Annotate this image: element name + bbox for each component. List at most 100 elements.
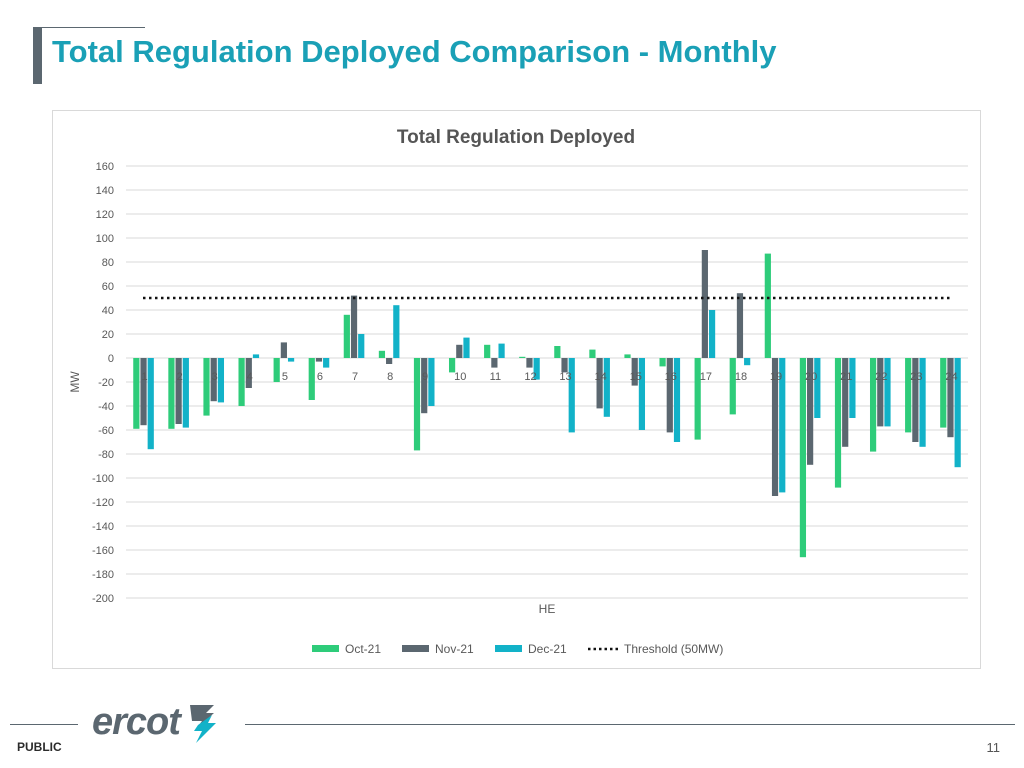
bar-dec-21-he11 bbox=[498, 343, 505, 358]
grid-lines bbox=[126, 165, 968, 599]
page-number: 11 bbox=[986, 740, 1001, 755]
bar-oct-21-he20 bbox=[799, 358, 807, 558]
bar-oct-21-he10 bbox=[448, 358, 456, 373]
y-tick-label: -20 bbox=[98, 377, 114, 389]
regulation-chart: Total Regulation Deployed 16014012010080… bbox=[68, 127, 968, 656]
bar-dec-21-he17 bbox=[708, 310, 716, 358]
x-tick-label: 3 bbox=[212, 371, 218, 383]
public-label: PUBLIC bbox=[17, 740, 62, 754]
bar-oct-21-he24 bbox=[940, 358, 947, 428]
x-axis-label: HE bbox=[539, 602, 556, 616]
bar-oct-21-he2 bbox=[168, 358, 175, 429]
y-tick-label: -80 bbox=[98, 449, 114, 461]
y-tick-label: -180 bbox=[92, 569, 114, 581]
bar-nov-21-he10 bbox=[456, 344, 463, 358]
texas-lightning-icon bbox=[189, 705, 216, 743]
bar-nov-21-he13 bbox=[561, 358, 568, 373]
x-tick-label: 6 bbox=[317, 371, 323, 383]
x-tick-label: 8 bbox=[387, 371, 393, 383]
legend: Oct-21 Nov-21 Dec-21 Threshold (50MW) bbox=[312, 642, 723, 656]
x-tick-label: 7 bbox=[352, 371, 358, 383]
y-tick-label: -200 bbox=[92, 593, 114, 605]
chart-title: Total Regulation Deployed bbox=[397, 127, 635, 148]
bar-dec-21-he5 bbox=[287, 358, 295, 362]
bar-oct-21-he19 bbox=[764, 253, 771, 358]
x-tick-label: 21 bbox=[840, 371, 852, 383]
bar-oct-21-he16 bbox=[659, 358, 666, 367]
footer-divider-right bbox=[245, 724, 1015, 725]
bar-oct-21-he1 bbox=[133, 358, 140, 429]
x-tick-label: 16 bbox=[665, 371, 677, 383]
bar-dec-21-he22 bbox=[884, 358, 891, 427]
title-accent-line bbox=[33, 27, 145, 28]
bar-dec-21-he13 bbox=[568, 358, 575, 433]
bar-nov-21-he2 bbox=[175, 358, 182, 424]
y-tick-label: -120 bbox=[92, 497, 114, 509]
bar-nov-21-he4 bbox=[245, 358, 252, 388]
bar-oct-21-he12 bbox=[519, 356, 526, 358]
x-tick-label: 23 bbox=[910, 371, 922, 383]
legend-swatch bbox=[495, 645, 522, 652]
y-tick-label: -60 bbox=[98, 425, 114, 437]
y-tick-label: 120 bbox=[96, 209, 114, 221]
bar-nov-21-he21 bbox=[842, 358, 849, 447]
legend-label: Dec-21 bbox=[528, 642, 567, 656]
bar-oct-21-he17 bbox=[694, 358, 701, 440]
x-tick-label: 15 bbox=[630, 371, 642, 383]
bar-oct-21-he14 bbox=[589, 349, 596, 358]
y-tick-label: 140 bbox=[96, 185, 114, 197]
x-tick-label: 17 bbox=[700, 371, 712, 383]
bar-dec-21-he2 bbox=[182, 358, 189, 428]
bar-oct-21-he6 bbox=[308, 358, 315, 400]
bar-dec-21-he8 bbox=[393, 305, 400, 358]
bar-oct-21-he23 bbox=[905, 358, 912, 433]
bar-nov-21-he17 bbox=[701, 250, 708, 358]
bar-oct-21-he11 bbox=[484, 344, 491, 358]
bar-dec-21-he24 bbox=[954, 358, 961, 468]
bar-nov-21-he15 bbox=[631, 358, 638, 386]
y-tick-label: 160 bbox=[96, 161, 114, 173]
bars bbox=[133, 250, 961, 558]
bar-nov-21-he16 bbox=[666, 358, 673, 433]
y-tick-label: 20 bbox=[102, 329, 114, 341]
bar-nov-21-he18 bbox=[736, 293, 744, 358]
x-tick-label: 4 bbox=[247, 371, 253, 383]
bar-oct-21-he4 bbox=[238, 358, 245, 406]
x-tick-label: 18 bbox=[735, 371, 747, 383]
y-tick-label: -160 bbox=[92, 545, 114, 557]
bar-dec-21-he12 bbox=[533, 358, 540, 380]
bar-nov-21-he3 bbox=[210, 358, 217, 402]
y-tick-label: 100 bbox=[96, 233, 114, 245]
bar-nov-21-he8 bbox=[386, 358, 393, 364]
bar-oct-21-he18 bbox=[729, 358, 736, 415]
x-tick-label: 1 bbox=[141, 371, 147, 383]
bar-dec-21-he3 bbox=[217, 358, 225, 403]
bar-dec-21-he21 bbox=[849, 358, 856, 418]
footer-divider-left bbox=[10, 724, 78, 725]
legend-swatch bbox=[312, 645, 339, 652]
x-tick-label: 13 bbox=[559, 371, 571, 383]
bar-oct-21-he3 bbox=[203, 358, 210, 416]
y-tick-label: 60 bbox=[102, 281, 114, 293]
y-tick-label: 0 bbox=[108, 353, 114, 365]
bar-oct-21-he7 bbox=[343, 314, 350, 358]
bar-oct-21-he22 bbox=[869, 358, 877, 452]
bar-dec-21-he18 bbox=[744, 358, 751, 366]
bar-oct-21-he8 bbox=[378, 350, 386, 358]
ercot-logo-text: ercot bbox=[92, 700, 181, 743]
x-tick-label: 11 bbox=[490, 371, 501, 383]
y-tick-label: 80 bbox=[102, 257, 114, 269]
bar-nov-21-he11 bbox=[491, 358, 498, 368]
bar-nov-21-he24 bbox=[947, 358, 954, 438]
title-accent-bar bbox=[33, 27, 42, 84]
bar-oct-21-he21 bbox=[834, 358, 842, 488]
x-tick-label: 14 bbox=[595, 371, 607, 383]
bar-dec-21-he19 bbox=[779, 358, 786, 493]
bar-dec-21-he10 bbox=[463, 337, 470, 358]
bar-nov-21-he5 bbox=[280, 342, 287, 358]
legend-label: Threshold (50MW) bbox=[624, 642, 723, 656]
y-tick-label: -140 bbox=[92, 521, 114, 533]
bar-nov-21-he22 bbox=[877, 358, 884, 427]
x-tick-label: 5 bbox=[282, 371, 288, 383]
x-tick-label: 24 bbox=[945, 371, 957, 383]
